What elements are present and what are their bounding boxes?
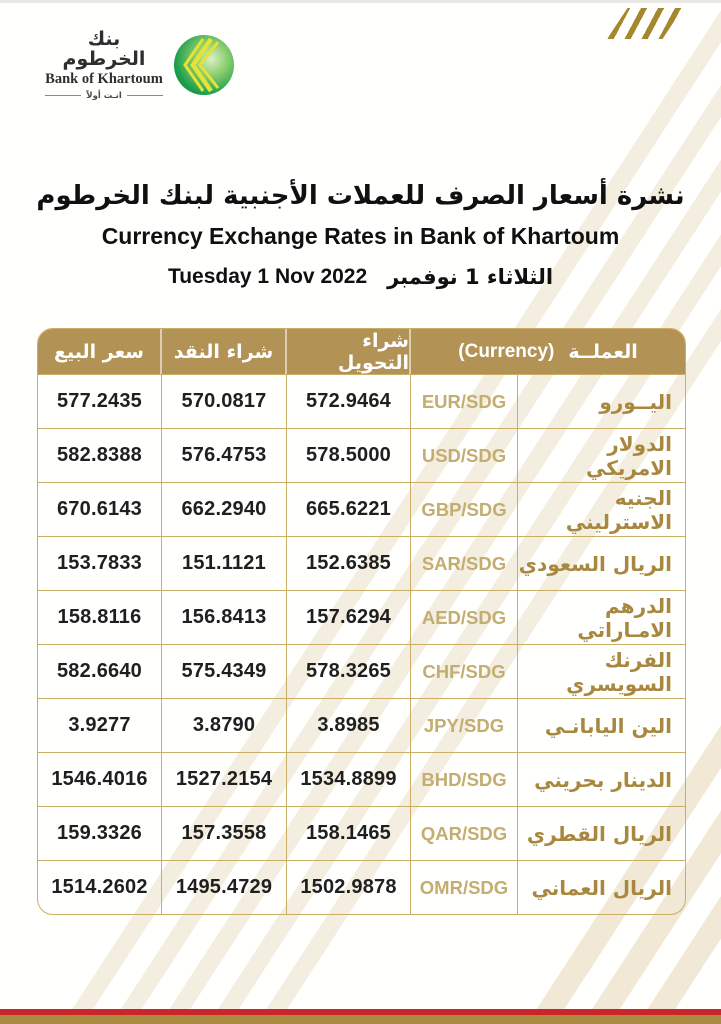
currency-code-cell: USD/SDG [411, 428, 518, 482]
currency-name-cell: الدرهم الامـاراتي [518, 590, 685, 644]
currency-name-cell: الدولار الامريكي [518, 428, 685, 482]
column-header-transfer-buy: شراء التحويل [287, 329, 411, 374]
rate-sell-price-cell: 1514.2602 [38, 860, 162, 914]
currency-code-cell: SAR/SDG [411, 536, 518, 590]
currency-name-cell: الجنيه الاسترليني [518, 482, 685, 536]
currency-code-cell: EUR/SDG [411, 374, 518, 428]
column-header-currency: العملــة (Currency) [411, 329, 685, 374]
page-top-edge [0, 0, 721, 3]
bank-logo-text: بنك الخرطوم Bank of Khartoum انـت أولاً [45, 28, 163, 101]
currency-name-cell: الريال العماني [518, 860, 685, 914]
corner-stripes-icon [607, 8, 683, 39]
title-arabic: نشرة أسعار الصرف للعملات الأجنبية لبنك ا… [36, 181, 685, 211]
currency-code-cell: QAR/SDG [411, 806, 518, 860]
rate-sell-price-cell: 582.6640 [38, 644, 162, 698]
rate-sell-price-cell: 153.7833 [38, 536, 162, 590]
rate-cash-buy-cell: 576.4753 [162, 428, 287, 482]
rate-transfer-buy-cell: 578.5000 [287, 428, 411, 482]
rate-cash-buy-cell: 151.1121 [162, 536, 287, 590]
rate-transfer-buy-cell: 157.6294 [287, 590, 411, 644]
rate-transfer-buy-cell: 158.1465 [287, 806, 411, 860]
rate-transfer-buy-cell: 1502.9878 [287, 860, 411, 914]
date-line: Tuesday 1 Nov 2022 الثلاثاء 1 نوفمبر [0, 265, 721, 289]
bank-name-english: Bank of Khartoum [45, 70, 163, 87]
currency-code-cell: AED/SDG [411, 590, 518, 644]
rate-cash-buy-cell: 570.0817 [162, 374, 287, 428]
currency-code-cell: CHF/SDG [411, 644, 518, 698]
date-english: Tuesday 1 Nov 2022 [167, 264, 368, 288]
rate-transfer-buy-cell: 665.6221 [287, 482, 411, 536]
rate-transfer-buy-cell: 152.6385 [287, 536, 411, 590]
currency-name-cell: الريال القطري [518, 806, 685, 860]
rate-cash-buy-cell: 1527.2154 [162, 752, 287, 806]
column-header-cash-buy: شراء النقد [162, 329, 287, 374]
rate-cash-buy-cell: 156.8413 [162, 590, 287, 644]
bank-tagline: انـت أولاً [45, 91, 163, 101]
tagline-rule-left [45, 95, 82, 97]
rate-transfer-buy-cell: 578.3265 [287, 644, 411, 698]
titles-block: نشرة أسعار الصرف للعملات الأجنبية لبنك ا… [0, 180, 721, 289]
bank-logo: بنك الخرطوم Bank of Khartoum انـت أولاً [45, 28, 235, 101]
currency-name-cell: الريال السعودي [518, 536, 685, 590]
rate-cash-buy-cell: 1495.4729 [162, 860, 287, 914]
column-header-sell-price: سعر البيع [38, 329, 162, 374]
rate-sell-price-cell: 1546.4016 [38, 752, 162, 806]
currency-code-cell: OMR/SDG [411, 860, 518, 914]
rate-cash-buy-cell: 575.4349 [162, 644, 287, 698]
rate-cash-buy-cell: 3.8790 [162, 698, 287, 752]
rate-transfer-buy-cell: 572.9464 [287, 374, 411, 428]
currency-name-cell: الين اليابانـي [518, 698, 685, 752]
bank-globe-icon [174, 35, 234, 96]
currency-name-cell: اليــورو [518, 374, 685, 428]
currency-code-cell: GBP/SDG [411, 482, 518, 536]
currency-code-cell: BHD/SDG [411, 752, 518, 806]
rate-sell-price-cell: 158.8116 [38, 590, 162, 644]
currency-header-english: (Currency) [458, 340, 555, 362]
rate-sell-price-cell: 582.8388 [38, 428, 162, 482]
currency-header-arabic: العملــة [568, 340, 638, 363]
rate-sell-price-cell: 577.2435 [38, 374, 162, 428]
rate-cash-buy-cell: 662.2940 [162, 482, 287, 536]
rate-transfer-buy-cell: 3.8985 [287, 698, 411, 752]
rates-table: سعر البيع شراء النقد شراء التحويل العملـ… [37, 328, 686, 915]
rate-transfer-buy-cell: 1534.8899 [287, 752, 411, 806]
currency-name-cell: الدينار بحريني [518, 752, 685, 806]
bank-tagline-text: انـت أولاً [86, 90, 122, 101]
footer-red-bar [0, 1009, 721, 1015]
rate-sell-price-cell: 3.9277 [38, 698, 162, 752]
tagline-rule-right [126, 95, 163, 97]
rate-sell-price-cell: 159.3326 [38, 806, 162, 860]
rate-sell-price-cell: 670.6143 [38, 482, 162, 536]
currency-name-cell: الفرنك السويسري [518, 644, 685, 698]
footer-gold-bar [0, 1015, 721, 1024]
currency-code-cell: JPY/SDG [411, 698, 518, 752]
title-english: Currency Exchange Rates in Bank of Khart… [101, 222, 620, 249]
rate-cash-buy-cell: 157.3558 [162, 806, 287, 860]
bank-name-arabic: بنك الخرطوم [62, 28, 146, 70]
date-arabic: الثلاثاء 1 نوفمبر [387, 264, 554, 289]
